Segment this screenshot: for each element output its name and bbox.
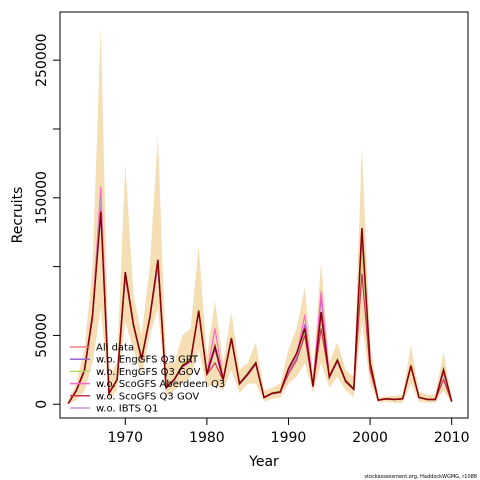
x-tick-label: 2010	[434, 430, 470, 446]
legend-label: w.o. ScoGFS Q3 GOV	[96, 391, 199, 402]
y-axis: 0 50000 150000 250000	[34, 33, 60, 409]
confidence-band	[68, 25, 452, 405]
y-tick-label: 50000	[34, 313, 50, 358]
legend-label: All data	[96, 343, 134, 354]
legend-label: w.o. EngGFS Q3 GOV	[96, 367, 200, 378]
plot-frame	[59, 11, 469, 419]
confidence-band-layer	[68, 25, 452, 405]
y-tick-label: 0	[34, 400, 50, 409]
y-axis-title: Recruits	[10, 187, 26, 244]
y-tick-label: 150000	[34, 171, 50, 224]
series-lines-layer	[67, 186, 453, 404]
legend-label: w.o. EngGFS Q3 GRT	[96, 355, 199, 366]
x-axis: 1970 1980 1990 2000 2010	[107, 418, 470, 446]
footnote: stockassessment.org, HaddockWGMG, r1088	[364, 474, 477, 480]
legend-label: w.o. IBTS Q1	[96, 404, 158, 415]
legend-label: w.o. ScoGFS Aberdeen Q3	[96, 379, 225, 390]
x-tick-label: 2000	[352, 430, 388, 446]
x-tick-label: 1970	[107, 430, 143, 446]
x-axis-title: Year	[248, 454, 279, 470]
x-tick-label: 1990	[271, 430, 307, 446]
y-tick-label: 250000	[34, 33, 50, 86]
series-line-6	[67, 211, 453, 404]
x-tick-label: 1980	[189, 430, 225, 446]
